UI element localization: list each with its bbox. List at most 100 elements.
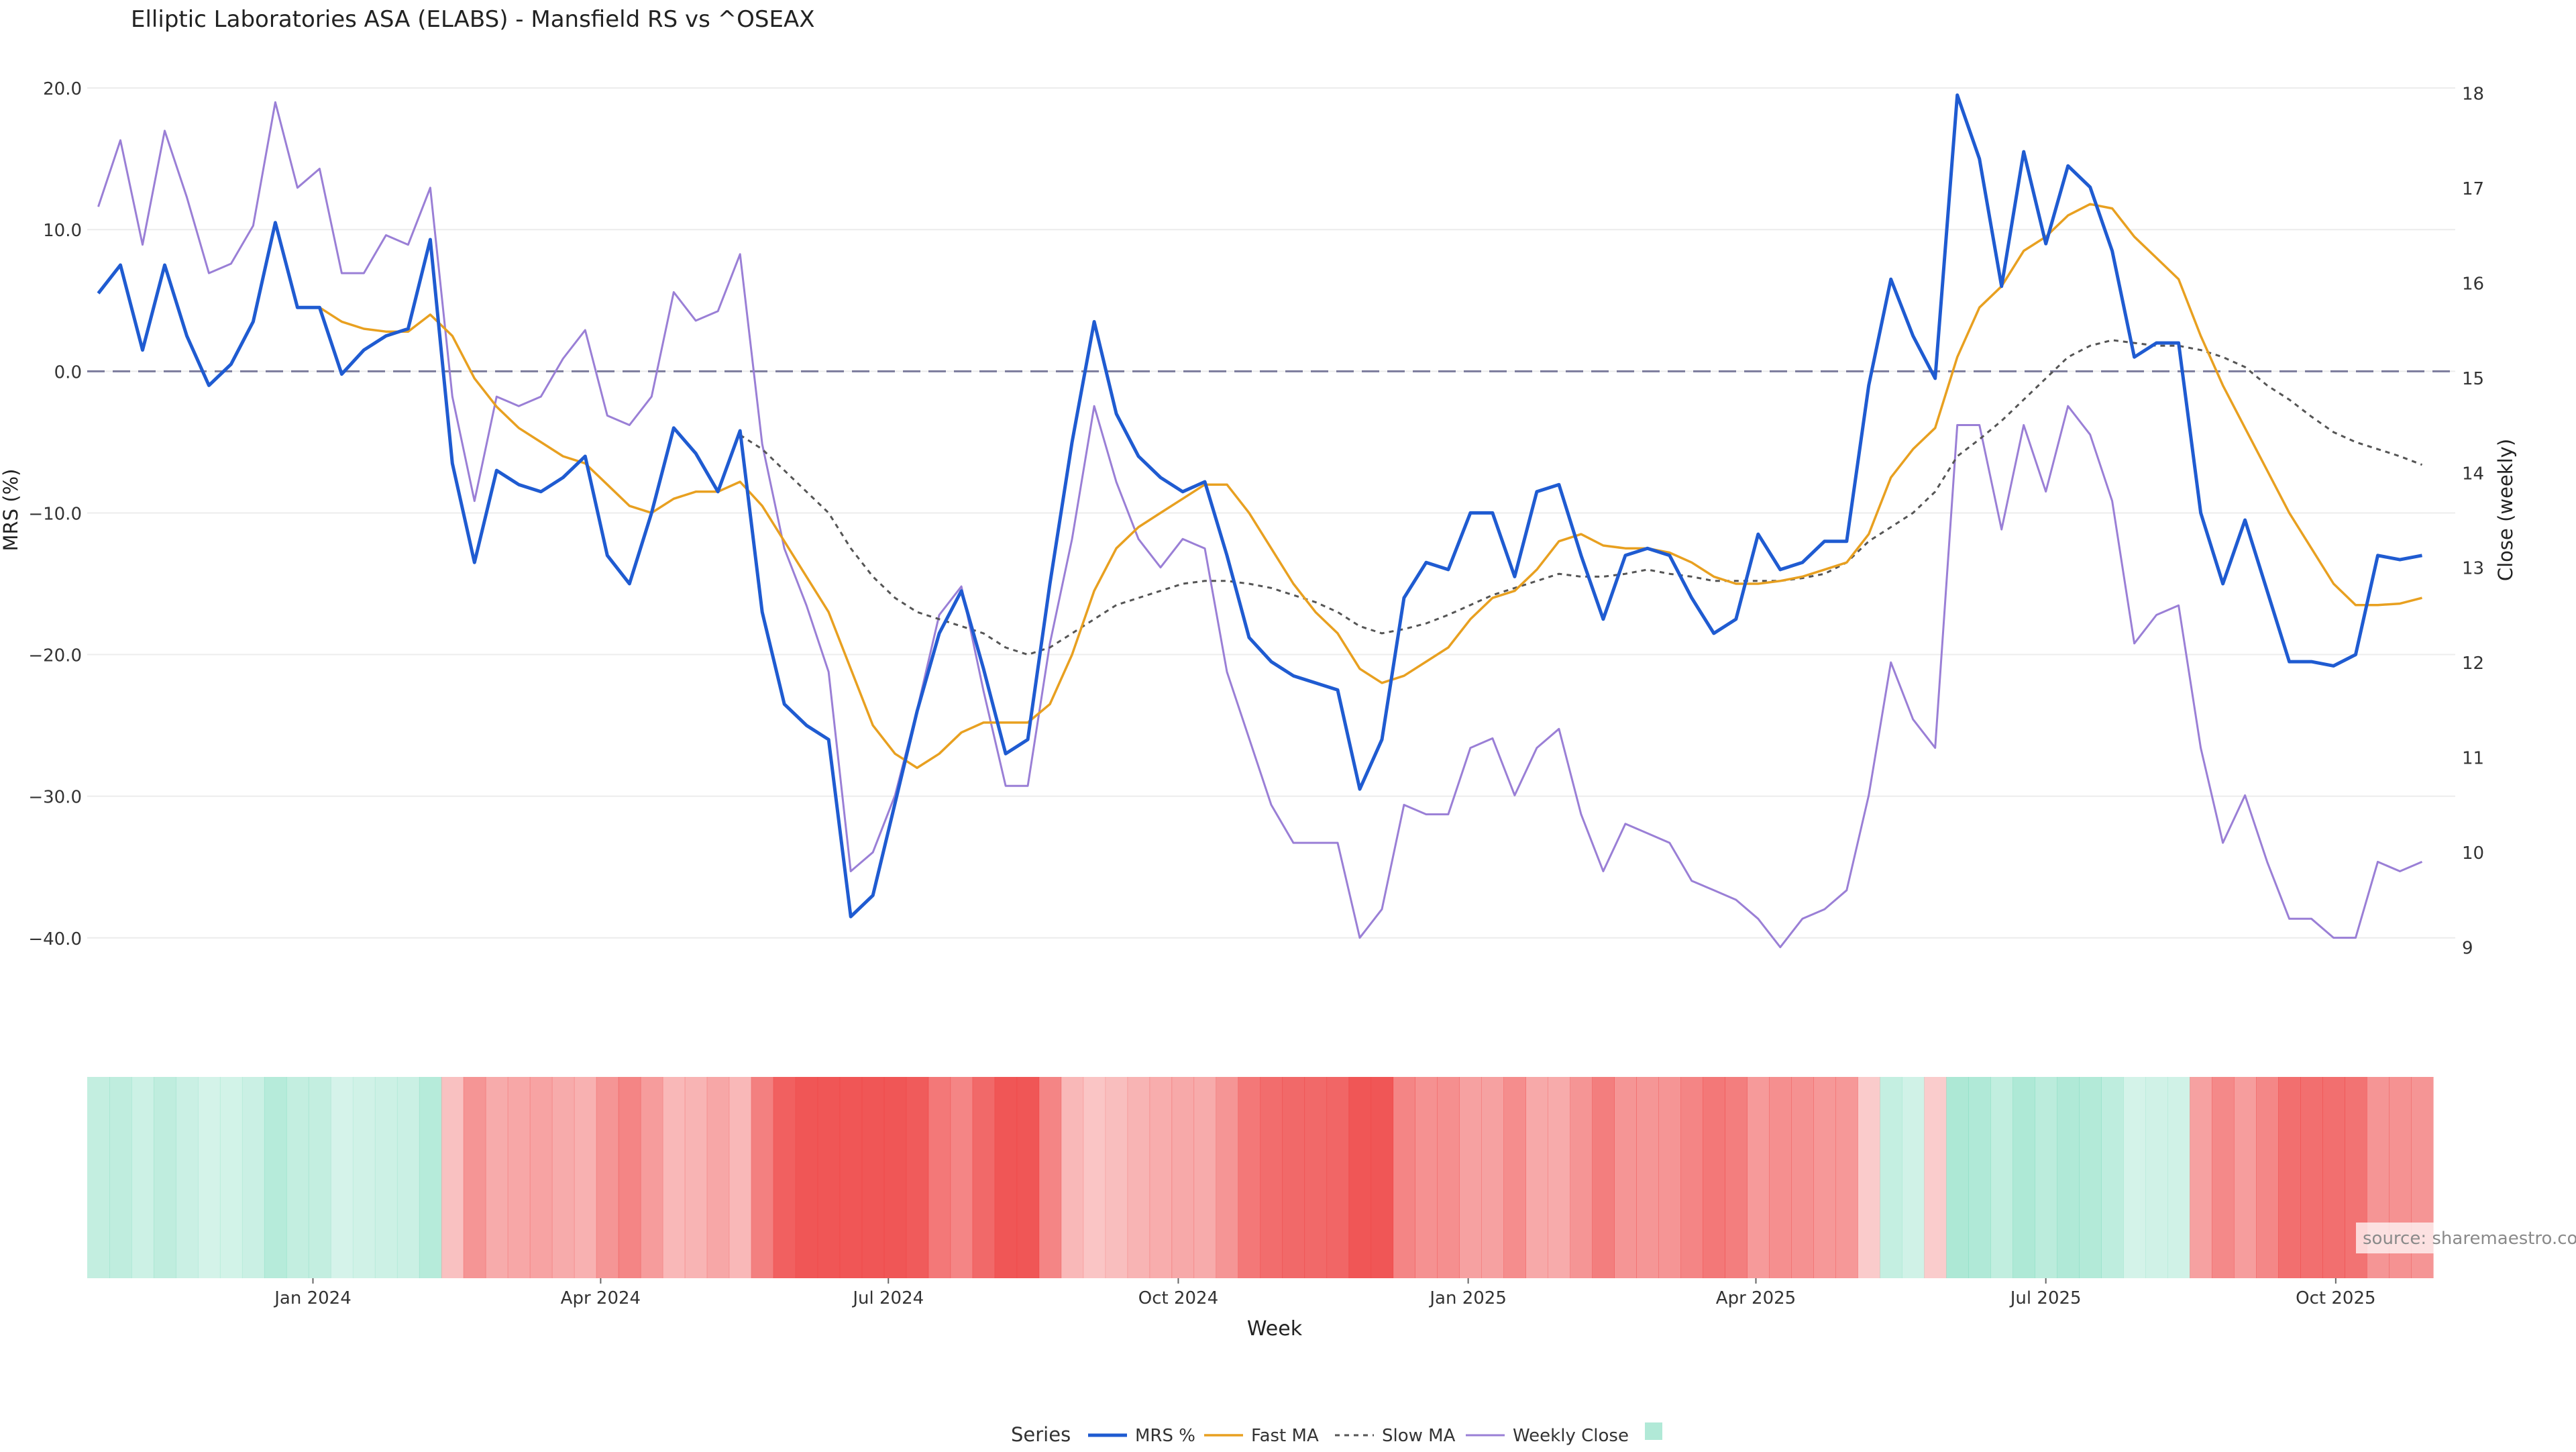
heat-cell (1791, 1077, 1814, 1278)
legend-label: Weekly Close (1513, 1426, 1629, 1446)
legend-label: Slow MA (1382, 1426, 1456, 1446)
heat-cell (330, 1077, 354, 1278)
fast-ma-line (297, 203, 2422, 770)
heat-cell (2278, 1077, 2301, 1278)
heat-cell (1149, 1077, 1173, 1278)
legend-heat-swatch (1645, 1422, 1662, 1440)
heat-cell (994, 1077, 1018, 1278)
heat-cell (2256, 1077, 2279, 1278)
y-tick-label: 20.0 (43, 79, 82, 99)
x-tick-label: Oct 2025 (2296, 1288, 2375, 1308)
heat-cell (1858, 1077, 1880, 1278)
heat-cell (176, 1077, 199, 1278)
heat-cell (1525, 1077, 1548, 1278)
y2-tick-label: 9 (2462, 939, 2473, 959)
heat-cell (1260, 1077, 1283, 1278)
legend-label: Fast MA (1251, 1426, 1319, 1446)
legend-item-slow-ma: Slow MA (1335, 1426, 1456, 1446)
heat-cell (2167, 1077, 2190, 1278)
y2-tick-label: 13 (2462, 559, 2484, 579)
heat-cell (1592, 1077, 1615, 1278)
heat-cell (131, 1077, 154, 1278)
source-attribution[interactable]: source: sharemaestro.com (2363, 1229, 2576, 1249)
x-tick-label: Oct 2024 (1138, 1288, 1218, 1308)
heat-cell (2190, 1077, 2212, 1278)
heat-cell (1880, 1077, 1902, 1278)
heat-cell (906, 1077, 929, 1278)
heat-cell (1038, 1077, 1062, 1278)
heat-cell (1924, 1077, 1947, 1278)
heat-cell (1769, 1077, 1792, 1278)
heat-cell (1415, 1077, 1438, 1278)
heat-cell (706, 1077, 730, 1278)
heat-cell (2123, 1077, 2146, 1278)
x-tick-label: Jan 2024 (273, 1288, 352, 1308)
heat-cell (2079, 1077, 2102, 1278)
heat-cell (1503, 1077, 1526, 1278)
y-tick-label: −10.0 (28, 504, 82, 524)
heat-cell (2300, 1077, 2323, 1278)
heat-cell (1481, 1077, 1504, 1278)
heat-cell (773, 1077, 796, 1278)
heat-cell (1459, 1077, 1482, 1278)
y2-tick-label: 10 (2462, 843, 2484, 864)
heat-cell (574, 1077, 597, 1278)
heat-cell (1083, 1077, 1106, 1278)
heat-cell (662, 1077, 686, 1278)
heat-cell (396, 1077, 420, 1278)
heat-cell (308, 1077, 331, 1278)
heat-cell (1171, 1077, 1195, 1278)
heat-cell (1016, 1077, 1040, 1278)
plot-series (97, 93, 2423, 949)
heat-cell (264, 1077, 287, 1278)
y2-axis-label: Close (weekly) (2494, 439, 2517, 581)
heat-cell (1393, 1077, 1415, 1278)
y2-tick-label: 12 (2462, 654, 2484, 674)
x-tick-label: Jul 2024 (851, 1288, 924, 1308)
y-tick-label: 10.0 (43, 221, 82, 241)
heat-cell (1990, 1077, 2013, 1278)
legend-label: MRS % (1135, 1426, 1195, 1446)
source-box (2356, 1223, 2576, 1253)
x-axis-label: Week (1247, 1317, 1303, 1341)
heat-cell (1570, 1077, 1593, 1278)
y2-tick-label: 14 (2462, 464, 2484, 484)
heat-cell (729, 1077, 752, 1278)
x-tick-label: Apr 2025 (1716, 1288, 1796, 1308)
heat-cell (2101, 1077, 2124, 1278)
heat-cell (1548, 1077, 1570, 1278)
heat-cell (109, 1077, 132, 1278)
heat-cell (1238, 1077, 1261, 1278)
heat-cell (241, 1077, 265, 1278)
y2-tick-label: 11 (2462, 749, 2484, 769)
heat-cell (2212, 1077, 2235, 1278)
y-axis-right: 18 17 16 15 14 13 12 11 10 9 (2462, 84, 2484, 958)
y2-tick-label: 16 (2462, 274, 2484, 294)
y-axis-left: 20.0 10.0 0.0 −10.0 −20.0 −30.0 −40.0 (28, 79, 82, 949)
heat-cell (1437, 1077, 1460, 1278)
x-tick-label: Jul 2025 (2009, 1288, 2082, 1308)
heat-cell (1680, 1077, 1703, 1278)
heat-cell (529, 1077, 553, 1278)
heat-cell (1193, 1077, 1217, 1278)
heat-cell (198, 1077, 221, 1278)
heat-cell (419, 1077, 442, 1278)
mrs-line (97, 93, 2422, 919)
heat-cell (87, 1077, 110, 1278)
heat-cell (1304, 1077, 1328, 1278)
heat-cell (463, 1077, 486, 1278)
heat-cell (485, 1077, 508, 1278)
heat-cell (1658, 1077, 1681, 1278)
heat-cell (1636, 1077, 1659, 1278)
heat-cell (1282, 1077, 1305, 1278)
heat-strip (87, 1077, 2434, 1278)
heat-cell (950, 1077, 973, 1278)
heat-cell (551, 1077, 575, 1278)
heat-cell (2234, 1077, 2257, 1278)
heat-cell (928, 1077, 951, 1278)
legend: Series MRS % Fast MA Slow MA Weekly Close (1011, 1422, 1662, 1446)
legend-item-mrs: MRS % (1088, 1426, 1195, 1446)
heat-cell (751, 1077, 774, 1278)
heat-cell (1946, 1077, 1969, 1278)
